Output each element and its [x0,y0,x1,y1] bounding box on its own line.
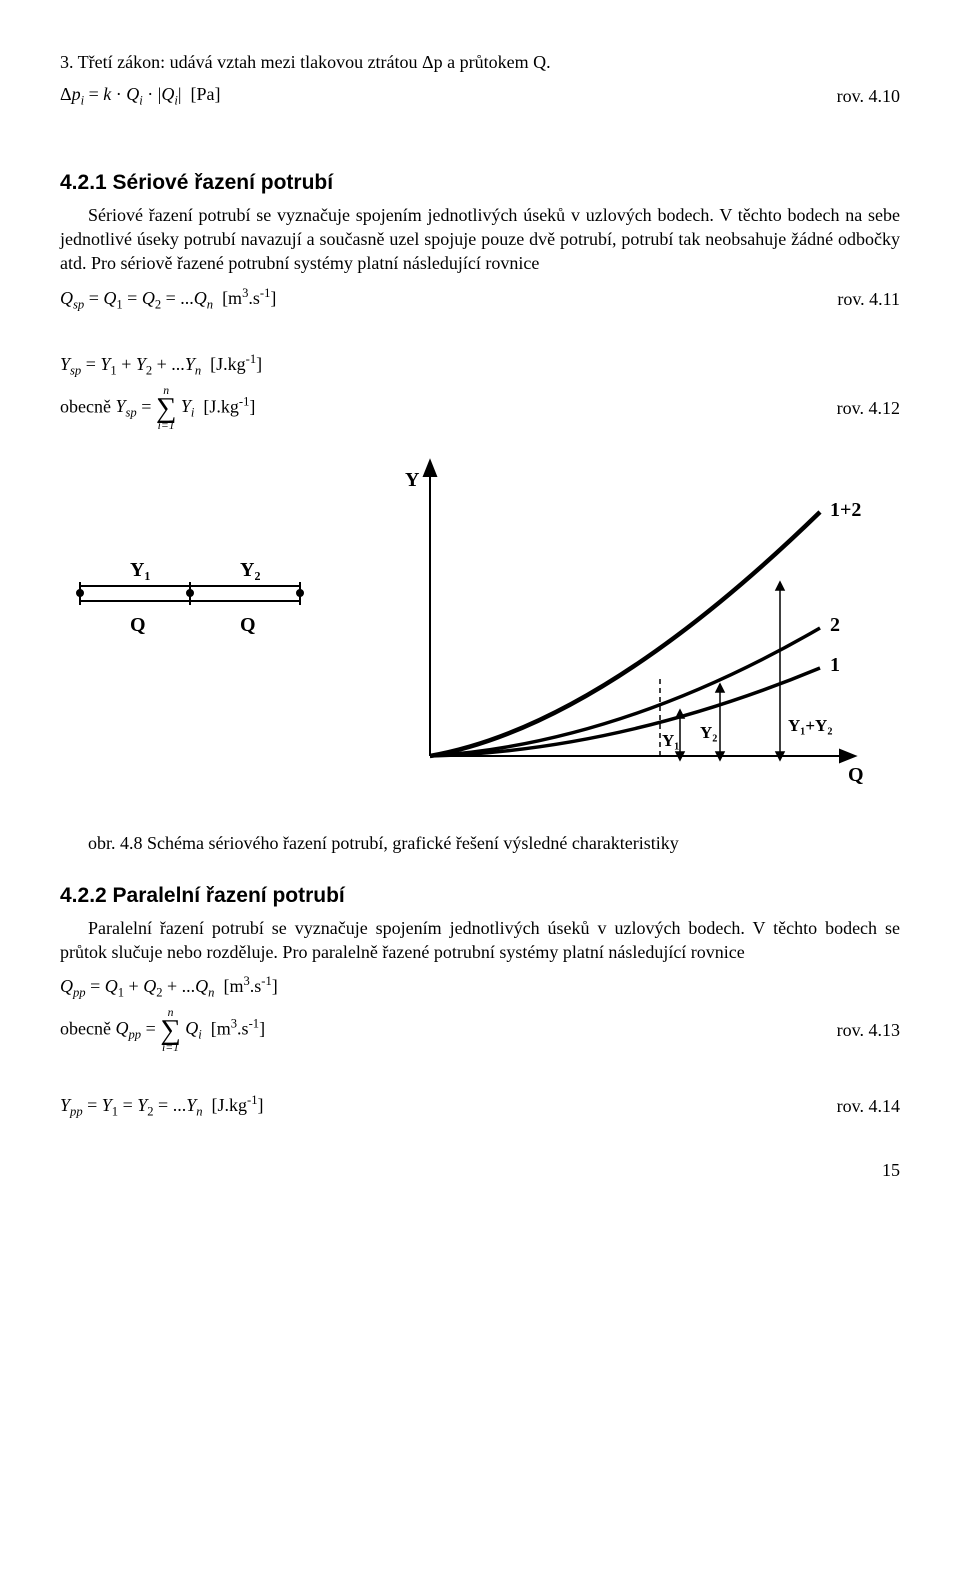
eq-4-11: Qsp = Q1 = Q2 = ...Qn [m3.s-1] [60,286,276,313]
axis-label-q: Q [848,764,864,786]
section-421-para: Sériové řazení potrubí se vyznačuje spoj… [60,203,900,276]
section-422-title: 4.2.2 Paralelní řazení potrubí [60,884,900,908]
eq-4-13b-line: obecně Qpp = n ∑ i=1 Qi [m3.s-1] rov. 4.… [60,1007,900,1053]
eq-4-12-ref: rov. 4.12 [837,398,900,419]
in-label-ysum: Y₁+Y₂ [788,716,832,735]
eq-4-12b-line: obecně Ysp = n ∑ i=1 Yi [J.kg-1] rov. 4.… [60,385,900,431]
eq-4-12a-line: Ysp = Y1 + Y2 + ...Yn [J.kg-1] [60,352,900,379]
eq-4-12b-prefix: obecně [60,396,115,416]
section-422-para: Paralelní řazení potrubí se vyznačuje sp… [60,916,900,965]
eq-4-14-ref: rov. 4.14 [837,1096,900,1117]
figure-4-8-svg: Y₁ Y₂ Q Q Y Q 1+2 2 1 Y₁ Y₂ [60,456,880,816]
eq-4-13b-prefix: obecně [60,1018,115,1038]
axis-label-y: Y [405,469,420,491]
section3-intro: 3. Třetí zákon: udává vztah mezi tlakovo… [60,50,900,74]
curve-label-1: 1 [830,654,840,676]
eq-4-10-line: Δpi = k · Qi · |Qi| [Pa] rov. 4.10 [60,84,900,109]
in-label-y1: Y₁ [662,731,679,750]
eq-4-12a: Ysp = Y1 + Y2 + ...Yn [J.kg-1] [60,352,262,379]
eq-4-11-ref: rov. 4.11 [837,289,900,310]
eq-4-14-line: Ypp = Y1 = Y2 = ...Yn [J.kg-1] rov. 4.14 [60,1093,900,1120]
eq-4-13a: Qpp = Q1 + Q2 + ...Qn [m3.s-1] [60,974,278,1001]
pipe-label-y1: Y₁ [130,559,150,581]
pipe-label-y2: Y₂ [240,559,260,581]
eq-4-14: Ypp = Y1 = Y2 = ...Yn [J.kg-1] [60,1093,264,1120]
eq-4-12b: obecně Ysp = n ∑ i=1 Yi [J.kg-1] [60,385,255,431]
curve-label-2: 2 [830,614,840,636]
eq-4-10: Δpi = k · Qi · |Qi| [Pa] [60,84,220,109]
curve-label-sum: 1+2 [830,499,861,521]
in-label-y2: Y₂ [700,723,717,742]
section-421-title: 4.2.1 Sériové řazení potrubí [60,171,900,195]
pipe-label-q2: Q [240,614,256,636]
eq-4-10-ref: rov. 4.10 [837,86,900,107]
page-number: 15 [60,1160,900,1181]
eq-4-13a-line: Qpp = Q1 + Q2 + ...Qn [m3.s-1] [60,974,900,1001]
pipe-label-q1: Q [130,614,146,636]
figure-4-8: Y₁ Y₂ Q Q Y Q 1+2 2 1 Y₁ Y₂ [60,456,900,821]
eq-4-11-line: Qsp = Q1 = Q2 = ...Qn [m3.s-1] rov. 4.11 [60,286,900,313]
fig-bg [60,456,880,816]
eq-4-13-ref: rov. 4.13 [837,1020,900,1041]
eq-4-13b: obecně Qpp = n ∑ i=1 Qi [m3.s-1] [60,1007,265,1053]
figure-caption: obr. 4.8 Schéma sériového řazení potrubí… [60,831,900,855]
